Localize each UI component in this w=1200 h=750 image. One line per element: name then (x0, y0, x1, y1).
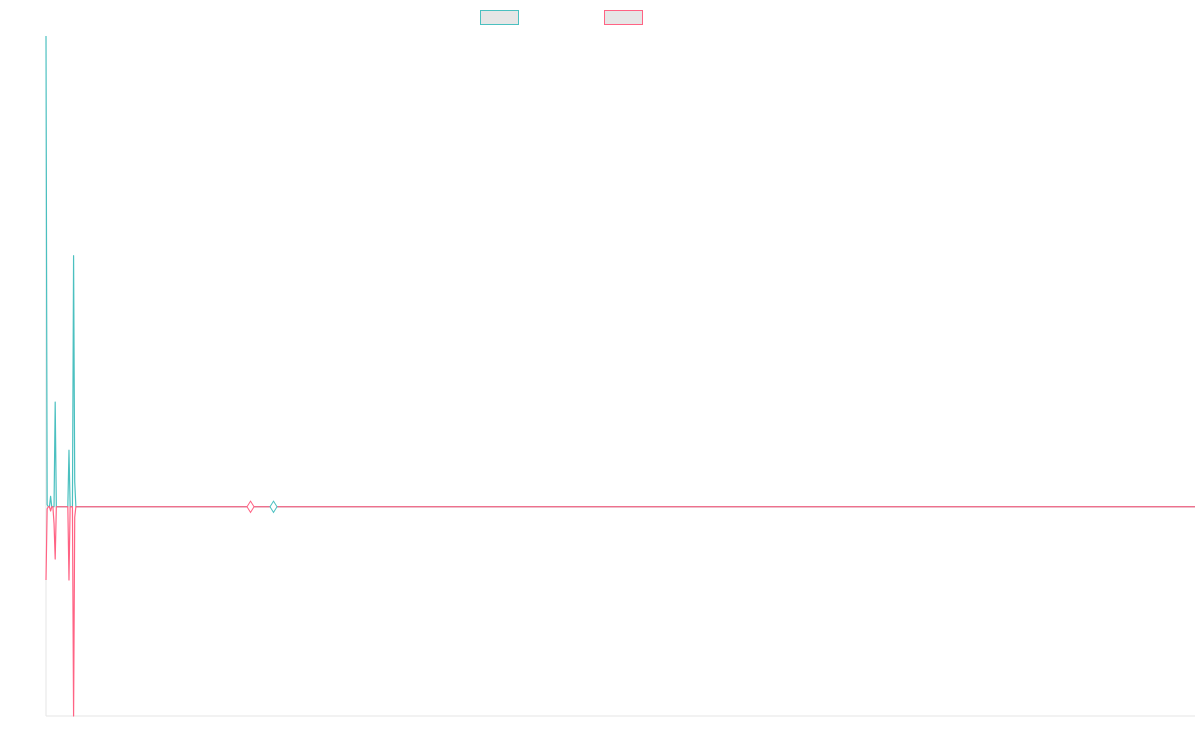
point-marker-1 (246, 500, 255, 514)
point-marker-2 (269, 500, 278, 514)
legend (0, 9, 1200, 27)
series-line-2 (45, 506, 1195, 717)
legend-item-series-2[interactable] (604, 9, 649, 25)
legend-item-series-1[interactable] (480, 9, 525, 25)
legend-swatch-series-2 (604, 9, 643, 25)
legend-swatch-series-1 (480, 9, 519, 25)
series-line-1 (45, 35, 1195, 508)
